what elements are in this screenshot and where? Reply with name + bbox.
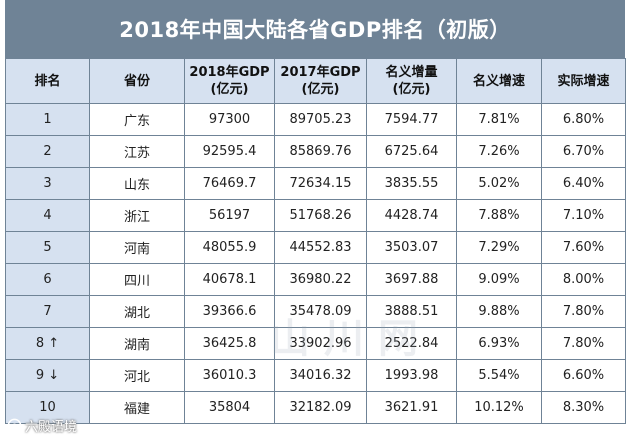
cell-real-growth: 7.80% — [541, 327, 626, 360]
table-row: 3 山东 76469.7 72634.15 3835.55 5.02% 6.40… — [5, 167, 626, 200]
header-increase-line1: 名义增量 — [385, 65, 438, 80]
cell-province: 河南 — [89, 231, 185, 264]
table-row: 4 浙江 56197 51768.26 4428.74 7.88% 7.10% — [5, 199, 626, 232]
cell-gdp-2018: 39366.6 — [184, 295, 275, 328]
cell-increase: 1993.98 — [366, 359, 457, 392]
cell-increase: 3621.91 — [366, 391, 457, 424]
cell-rank: 10 — [5, 391, 90, 424]
cell-province: 广东 — [89, 103, 185, 136]
cell-nominal-growth: 7.88% — [456, 199, 542, 232]
cell-increase: 6725.64 — [366, 135, 457, 168]
header-nominal-growth: 名义增速 — [456, 58, 542, 104]
cell-rank: 1 — [5, 103, 90, 136]
cell-gdp-2018: 56197 — [184, 199, 275, 232]
cell-real-growth: 6.60% — [541, 359, 626, 392]
cell-nominal-growth: 7.29% — [456, 231, 542, 264]
brand-watermark: 六殿语境 — [7, 416, 77, 435]
cell-real-growth: 7.60% — [541, 231, 626, 264]
header-increase: 名义增量 (亿元) — [366, 58, 457, 104]
cell-gdp-2017: 85869.76 — [274, 135, 367, 168]
cell-nominal-growth: 9.88% — [456, 295, 542, 328]
cell-gdp-2017: 36980.22 — [274, 263, 367, 296]
cell-gdp-2017: 34016.32 — [274, 359, 367, 392]
cell-nominal-growth: 9.09% — [456, 263, 542, 296]
header-gdp-2017: 2017年GDP (亿元) — [274, 58, 367, 104]
table-row: 7 湖北 39366.6 35478.09 3888.51 9.88% 7.80… — [5, 295, 626, 328]
cell-increase: 4428.74 — [366, 199, 457, 232]
cell-rank: 8 ↑ — [5, 327, 90, 360]
cell-rank: 6 — [5, 263, 90, 296]
header-gdp-2017-line2: (亿元) — [301, 82, 340, 97]
cell-province: 四川 — [89, 263, 185, 296]
cell-gdp-2017: 72634.15 — [274, 167, 367, 200]
brand-logo-icon — [7, 418, 22, 433]
cell-nominal-growth: 5.54% — [456, 359, 542, 392]
cell-rank: 2 — [5, 135, 90, 168]
gdp-ranking-table-image: 2018年中国大陆各省GDP排名（初版） 排名 省份 2018年GDP (亿元)… — [5, 0, 626, 439]
table-row: 1 广东 97300 89705.23 7594.77 7.81% 6.80% — [5, 103, 626, 136]
table-row: 2 江苏 92595.4 85869.76 6725.64 7.26% 6.70… — [5, 135, 626, 168]
cell-province: 江苏 — [89, 135, 185, 168]
cell-nominal-growth: 7.81% — [456, 103, 542, 136]
cell-gdp-2018: 40678.1 — [184, 263, 275, 296]
cell-increase: 3835.55 — [366, 167, 457, 200]
cell-province: 山东 — [89, 167, 185, 200]
cell-increase: 3888.51 — [366, 295, 457, 328]
cell-gdp-2018: 36010.3 — [184, 359, 275, 392]
cell-province: 福建 — [89, 391, 185, 424]
cell-real-growth: 6.40% — [541, 167, 626, 200]
header-rank: 排名 — [5, 58, 90, 104]
cell-gdp-2017: 35478.09 — [274, 295, 367, 328]
cell-province: 湖南 — [89, 327, 185, 360]
header-province: 省份 — [89, 58, 185, 104]
cell-gdp-2018: 35804 — [184, 391, 275, 424]
cell-rank: 4 — [5, 199, 90, 232]
header-row: 排名 省份 2018年GDP (亿元) 2017年GDP (亿元) 名义增量 (… — [5, 58, 626, 104]
cell-increase: 3697.88 — [366, 263, 457, 296]
cell-real-growth: 8.30% — [541, 391, 626, 424]
cell-gdp-2017: 89705.23 — [274, 103, 367, 136]
cell-nominal-growth: 7.26% — [456, 135, 542, 168]
table-row: 8 ↑ 湖南 36425.8 33902.96 2522.84 6.93% 7.… — [5, 327, 626, 360]
cell-gdp-2017: 32182.09 — [274, 391, 367, 424]
watermark: 山川网 — [270, 316, 432, 362]
table-row: 5 河南 48055.9 44552.83 3503.07 7.29% 7.60… — [5, 231, 626, 264]
cell-gdp-2018: 97300 — [184, 103, 275, 136]
cell-rank: 3 — [5, 167, 90, 200]
header-real-growth: 实际增速 — [541, 58, 626, 104]
cell-gdp-2018: 92595.4 — [184, 135, 275, 168]
gdp-table: 排名 省份 2018年GDP (亿元) 2017年GDP (亿元) 名义增量 (… — [5, 58, 626, 424]
cell-rank: 5 — [5, 231, 90, 264]
cell-rank: 7 — [5, 295, 90, 328]
cell-gdp-2018: 48055.9 — [184, 231, 275, 264]
cell-increase: 3503.07 — [366, 231, 457, 264]
cell-real-growth: 7.80% — [541, 295, 626, 328]
brand-name: 六殿语境 — [25, 420, 78, 435]
table-row: 9 ↓ 河北 36010.3 34016.32 1993.98 5.54% 6.… — [5, 359, 626, 392]
cell-nominal-growth: 10.12% — [456, 391, 542, 424]
cell-province: 河北 — [89, 359, 185, 392]
cell-real-growth: 8.00% — [541, 263, 626, 296]
table-title: 2018年中国大陆各省GDP排名（初版） — [5, 0, 625, 58]
cell-nominal-growth: 5.02% — [456, 167, 542, 200]
cell-province: 浙江 — [89, 199, 185, 232]
cell-nominal-growth: 6.93% — [456, 327, 542, 360]
cell-rank: 9 ↓ — [5, 359, 90, 392]
cell-real-growth: 6.70% — [541, 135, 626, 168]
cell-increase: 7594.77 — [366, 103, 457, 136]
header-gdp-2018: 2018年GDP (亿元) — [184, 58, 275, 104]
cell-gdp-2017: 51768.26 — [274, 199, 367, 232]
header-increase-line2: (亿元) — [392, 82, 431, 97]
table-row: 6 四川 40678.1 36980.22 3697.88 9.09% 8.00… — [5, 263, 626, 296]
header-gdp-2017-line1: 2017年GDP — [280, 65, 361, 80]
cell-real-growth: 6.80% — [541, 103, 626, 136]
cell-gdp-2017: 44552.83 — [274, 231, 367, 264]
table-row: 10 福建 35804 32182.09 3621.91 10.12% 8.30… — [5, 391, 626, 424]
cell-province: 湖北 — [89, 295, 185, 328]
cell-gdp-2018: 76469.7 — [184, 167, 275, 200]
cell-real-growth: 7.10% — [541, 199, 626, 232]
header-gdp-2018-line2: (亿元) — [210, 82, 249, 97]
header-gdp-2018-line1: 2018年GDP — [189, 65, 270, 80]
